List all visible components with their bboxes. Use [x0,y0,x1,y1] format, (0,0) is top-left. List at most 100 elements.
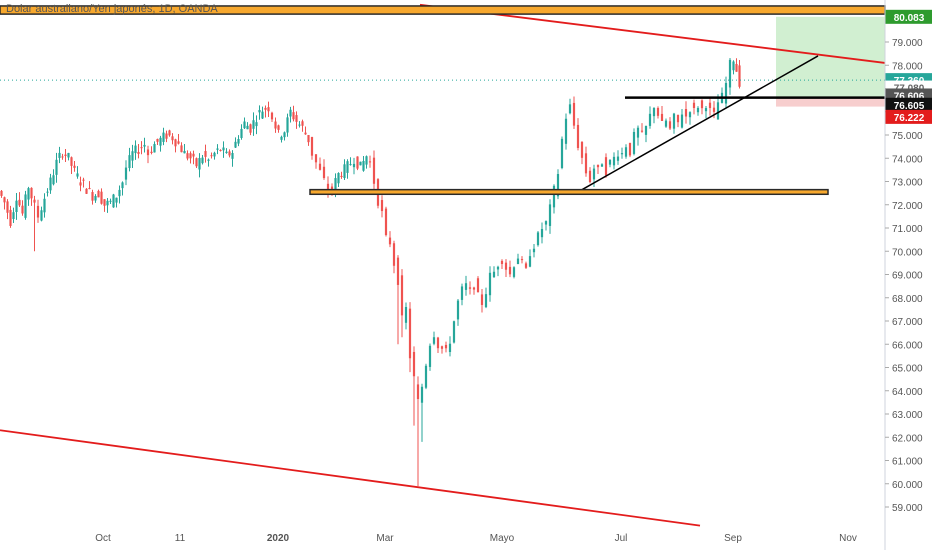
candle-body [343,164,346,178]
candle-body [580,141,584,158]
candle-body [55,159,58,175]
candle-body [704,108,708,112]
candle-body [365,156,368,165]
candle-body [201,157,204,164]
price-tag-box [885,109,932,124]
candle-body [516,258,520,265]
candle-body [484,294,488,308]
candle-body [488,272,492,296]
candle-body [700,100,704,109]
candle-body [532,248,536,253]
candle-body [596,164,600,168]
candle-body [270,112,274,120]
candle-body [121,182,124,189]
candle-body [326,183,330,193]
price-tag-label: 76.606 [894,91,925,102]
candle-body [444,344,448,349]
candle-body [243,121,246,129]
candle-body [252,120,255,129]
candle-body [6,201,9,213]
y-tick-label: 73.000 [892,178,923,189]
candle-body [337,173,340,184]
candle-body [624,147,628,157]
candle-body [134,145,137,154]
candle-body [292,112,295,120]
candle-body [668,121,672,129]
candle-body [115,197,118,203]
candle-body [524,263,528,268]
symbol-title: Dolar australiano/Yen japonés, 1D, OANDA [6,3,218,15]
y-tick-label: 60.000 [892,480,923,491]
candle-body [192,153,195,157]
candle-body [27,188,30,200]
target-zone [776,16,885,98]
price-tag-box [885,9,932,24]
candle-body [168,130,171,136]
candle-body [738,65,741,87]
candle-body [9,209,12,226]
candle-body [255,122,258,127]
candle-body [664,120,668,127]
candle-body [712,107,716,112]
candle-body [420,386,424,403]
candle-body [556,174,560,197]
y-tick-label: 74.000 [892,154,923,165]
candle-body [568,104,572,114]
candle-body [640,130,644,132]
candle-body [258,109,261,113]
candle-body [210,155,213,157]
candle-body [249,124,252,133]
candle-body [118,189,121,197]
candle-body [600,164,604,167]
candle-body [396,257,400,285]
candle-body [88,188,91,190]
candle-body [616,156,620,161]
candle-body [648,113,652,126]
candle-body [684,109,688,117]
candle-body [58,152,61,158]
y-tick-label: 63.000 [892,410,923,421]
candle-body [225,151,228,154]
candle-body [24,194,27,218]
candle-body [174,139,177,147]
candle-body [644,126,648,135]
candle-body [688,112,692,118]
candle-body [456,300,460,320]
candle-body [620,153,624,155]
candle-body [318,163,322,170]
candle-body [143,144,146,147]
candle-body [652,107,656,117]
candle-body [3,197,6,203]
candle-body [349,164,352,166]
candle-body [91,192,94,201]
candle-body [472,287,476,290]
candle-body [82,179,85,181]
candle-body [94,195,97,201]
candle-body [504,262,508,270]
candle-body [732,61,735,71]
candle-body [280,136,283,140]
candle-body [15,200,18,213]
trendline-0 [0,429,701,527]
candle-body [12,212,15,220]
candle-body [492,271,496,278]
candle-body [180,145,183,153]
candle-body [264,107,267,110]
candle-body [380,200,384,212]
candle-body [301,121,304,126]
candle-body [346,161,349,173]
candle-body [307,135,310,143]
candle-body [432,337,436,344]
candle-body [584,153,588,174]
candle-body [724,82,728,104]
candle-body [508,266,512,275]
candle-body [340,175,343,177]
candle-body [277,125,280,130]
candle-body [112,194,115,208]
candle-body [540,229,544,238]
candle-body [352,163,356,168]
zones-layer [776,16,885,107]
candle-body [656,107,660,116]
